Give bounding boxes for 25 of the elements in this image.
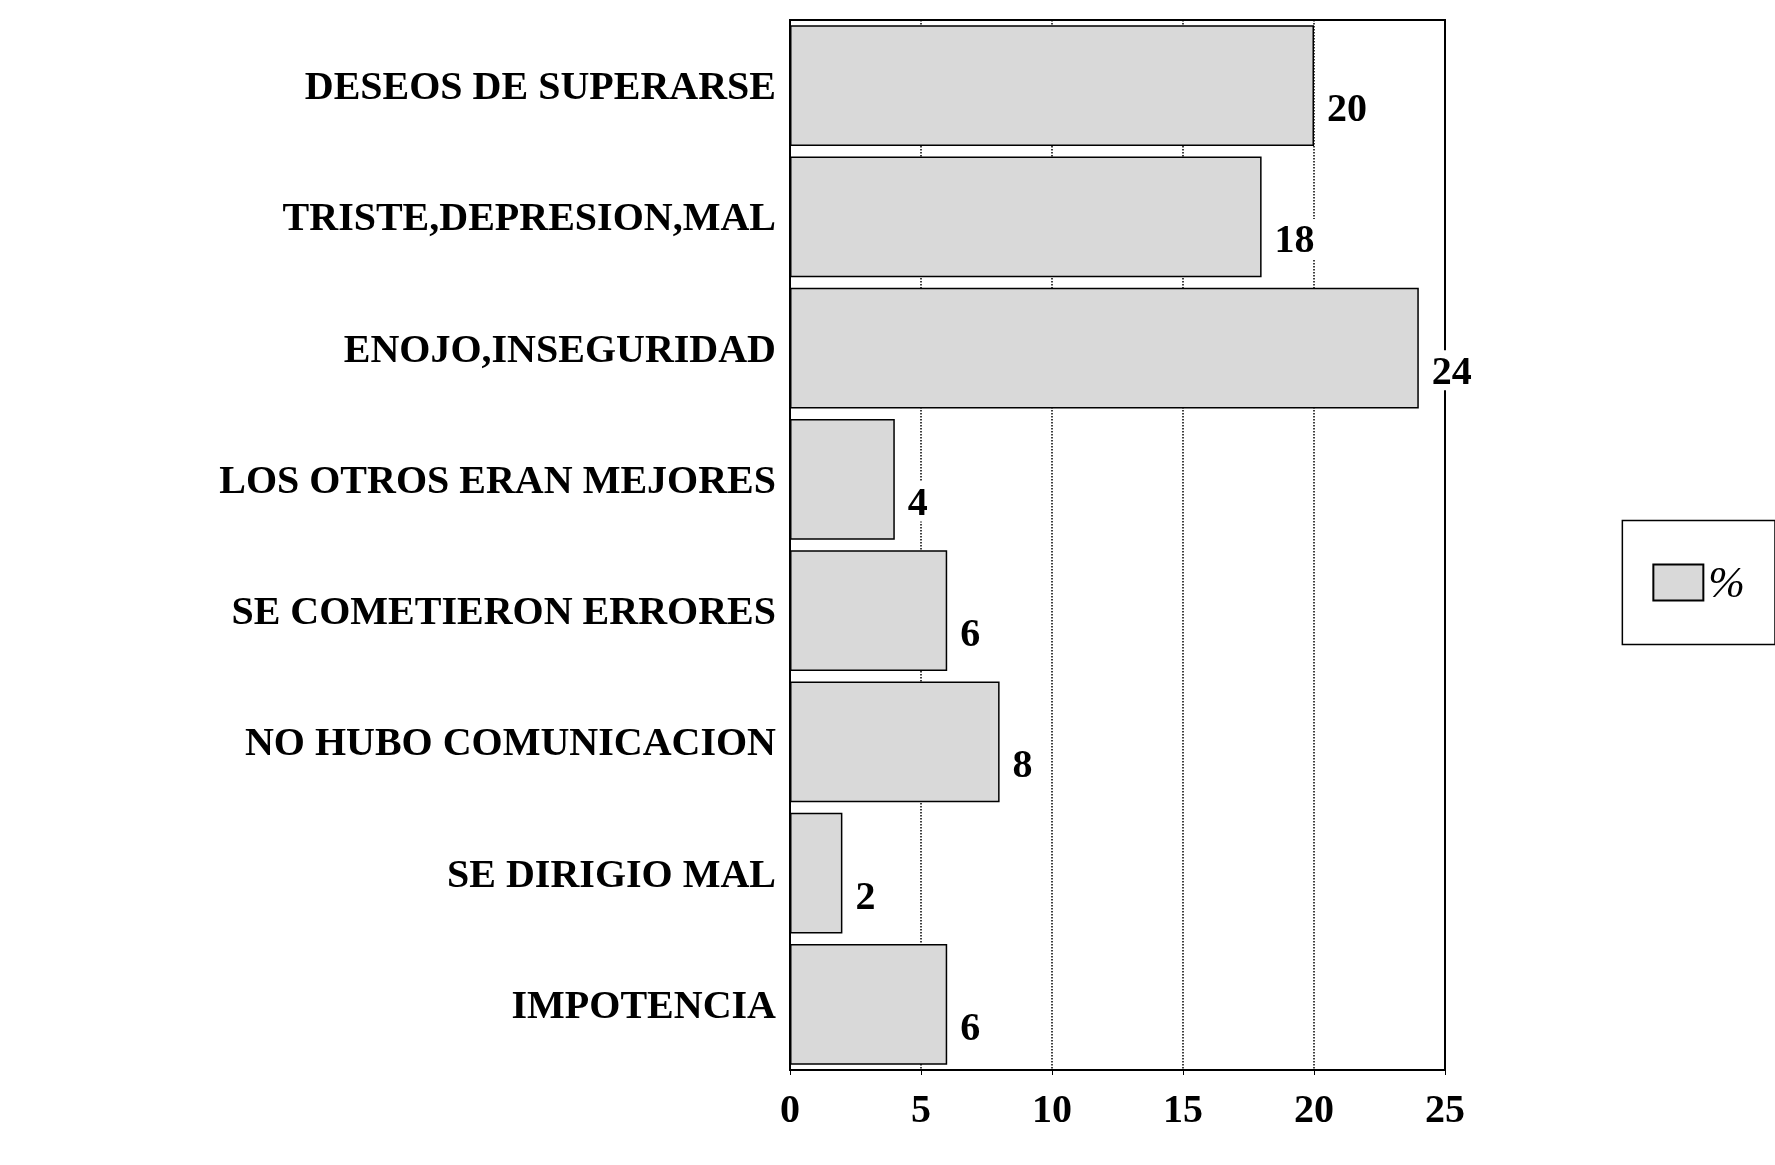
y-tick-label: SE COMETIERON ERRORES bbox=[231, 588, 776, 634]
bar bbox=[790, 419, 895, 540]
data-label: 18 bbox=[1274, 216, 1315, 262]
data-label: 4 bbox=[907, 478, 928, 524]
data-label: 24 bbox=[1431, 347, 1472, 393]
y-tick-label: NO HUBO COMUNICACION bbox=[244, 719, 777, 765]
y-tick-label: TRISTE,DEPRESION,MAL bbox=[282, 194, 776, 240]
y-tick-label: LOS OTROS ERAN MEJORES bbox=[219, 456, 776, 502]
y-tick-label: IMPOTENCIA bbox=[511, 981, 777, 1027]
y-tick-label: SE DIRIGIO MAL bbox=[447, 850, 776, 896]
data-label: 2 bbox=[855, 872, 876, 918]
x-tick-label: 20 bbox=[1294, 1085, 1334, 1131]
bar bbox=[790, 812, 843, 934]
x-tick-label: 5 bbox=[911, 1085, 931, 1131]
data-label: 6 bbox=[960, 610, 981, 656]
data-label: 8 bbox=[1012, 741, 1033, 787]
data-label: 6 bbox=[960, 1003, 981, 1049]
x-tick-label: 15 bbox=[1163, 1085, 1203, 1131]
data-label: 20 bbox=[1327, 85, 1367, 131]
legend-label: % bbox=[1708, 558, 1745, 607]
x-tick-label: 0 bbox=[780, 1085, 800, 1131]
x-tick-label: 25 bbox=[1425, 1085, 1465, 1131]
y-tick-label: ENOJO,INSEGURIDAD bbox=[343, 325, 776, 371]
x-tick-label: 10 bbox=[1032, 1085, 1072, 1131]
y-tick-label: DESEOS DE SUPERARSE bbox=[304, 63, 776, 109]
